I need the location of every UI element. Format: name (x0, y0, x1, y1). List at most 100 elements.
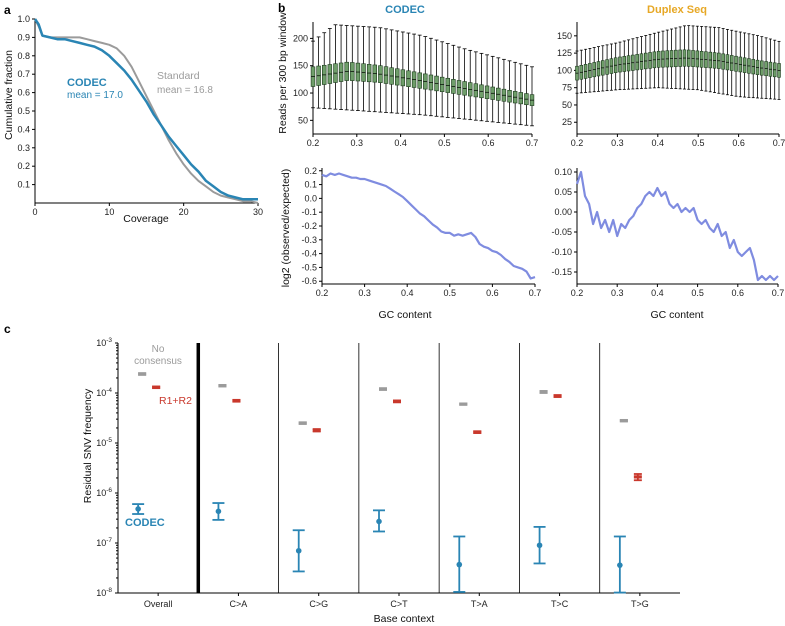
b-codec-ratio-y-tick-label: -0.3 (301, 235, 317, 245)
c-annot-codec: CODEC (125, 517, 165, 529)
b-codec-y-tick-label: 150 (293, 61, 308, 71)
b-duplex-y-tick-label: 150 (557, 31, 572, 41)
panel-b-codec-boxplot: 0.2 0.3 0.4 0.5 0.6 0.7 50 100 150 200 (293, 22, 538, 148)
c-y-tick-label: 10-5 (96, 437, 112, 448)
b-codec-x-tick-label: 0.7 (526, 138, 539, 148)
a-y-tick-label: 0.8 (17, 51, 30, 61)
b-codec-y-tick-label: 200 (293, 33, 308, 43)
b-codec-ratio-x-tick-label: 0.7 (529, 288, 542, 298)
b-codec-ratio-y-tick-label: 0.0 (304, 193, 317, 203)
c-x-tick-label: T>G (631, 599, 649, 609)
b-duplex-x-tick-label: 0.5 (692, 138, 705, 148)
b-codec-ratio-y-tick-label: -0.5 (301, 262, 317, 272)
c-ylabel: Residual SNV frequency (82, 388, 94, 503)
a-y-tick-label: 0.1 (17, 180, 30, 190)
b-duplex-ratio-x-tick-label: 0.6 (732, 288, 745, 298)
b-duplex-ratio-y-tick-label: 0.00 (554, 207, 572, 217)
c-y-tick-label: 10-3 (96, 337, 112, 348)
b-ylabel-reads: Reads per 300 bp window (277, 12, 289, 134)
a-y-tick-label: 1.0 (17, 14, 30, 24)
b-ylabel-log2: log2 (observed/expected) (280, 169, 292, 288)
b-codec-x-tick-label: 0.4 (394, 138, 407, 148)
c-nocons-point (298, 421, 307, 425)
c-codec-point (295, 547, 302, 554)
panel-label-b: b (278, 1, 285, 15)
b-duplex-ratio-x-tick-label: 0.4 (651, 288, 664, 298)
panel-label-a: a (4, 3, 11, 17)
c-codec-point (617, 562, 623, 568)
c-nocons-point (539, 390, 548, 394)
c-nocons-point (218, 384, 227, 388)
b-codec-ratio-x-tick-label: 0.2 (316, 288, 329, 298)
c-x-tick-label: C>T (390, 599, 408, 609)
b-duplex-y-tick-label: 125 (557, 48, 572, 58)
c-annot-r1r2: R1+R2 (159, 395, 192, 407)
a-y-tick-label: 0.3 (17, 143, 30, 153)
a-annot-standard: Standard (157, 70, 200, 82)
b-duplex-y-tick-label: 75 (562, 83, 572, 93)
a-series-standard (34, 18, 259, 204)
c-codec-point (456, 561, 463, 568)
c-x-tick-label: C>G (309, 599, 328, 609)
a-x-tick-label: 20 (179, 207, 189, 217)
b-duplex-y-tick-label: 100 (557, 65, 572, 75)
b-duplex-y-tick-label: 50 (562, 100, 572, 110)
a-annot-codec: CODEC (67, 77, 107, 89)
c-r1r2-point (232, 399, 241, 403)
c-codec-point (376, 518, 382, 525)
b-codec-ratio-x-tick-label: 0.6 (486, 288, 499, 298)
a-xlabel: Coverage (123, 213, 169, 225)
b-duplex-x-tick-label: 0.6 (732, 138, 745, 148)
b-duplex-ratio-x-tick-label: 0.3 (611, 288, 624, 298)
b-xlabel-codec: GC content (378, 309, 431, 321)
b-duplex-x-tick-label: 0.7 (773, 138, 785, 148)
b-codec-x-tick-label: 0.2 (307, 138, 320, 148)
b-codec-ratio-y-tick-label: -0.6 (301, 276, 317, 286)
a-y-tick-label: 0.6 (17, 88, 30, 98)
a-x-tick-label: 10 (104, 207, 114, 217)
panel-b-duplex-ratio: 0.2 0.3 0.4 0.5 0.6 0.7 0.10 0.05 0.00 -0.05 -0.10… (551, 167, 784, 298)
b-xlabel-duplex: GC content (650, 309, 703, 321)
a-y-tick-label: 0.4 (17, 124, 30, 134)
b-codec-x-tick-label: 0.6 (482, 138, 495, 148)
b-codec-ratio-x-tick-label: 0.3 (358, 288, 371, 298)
b-codec-ratio-line (321, 172, 536, 280)
c-r1r2-point (152, 385, 161, 389)
b-duplex-ratio-y-tick-label: -0.05 (551, 227, 572, 237)
b-codec-ratio-x-tick-label: 0.5 (444, 288, 457, 298)
c-x-tick-label: C>A (230, 599, 248, 609)
a-annot-codec-mean: mean = 17.0 (67, 90, 123, 101)
b-duplex-x-tick-label: 0.3 (611, 138, 624, 148)
c-y-tick-label: 10-4 (96, 387, 112, 398)
b-codec-ratio-x-tick-label: 0.4 (401, 288, 414, 298)
c-y-tick-label: 10-6 (96, 487, 112, 498)
b-duplex-ratio-y-tick-label: 0.05 (554, 187, 572, 197)
a-annot-standard-mean: mean = 16.8 (157, 85, 213, 96)
panel-label-c: c (4, 322, 11, 336)
c-y-tick-label: 10-8 (96, 587, 112, 598)
c-annot-nocons-2: consensus (134, 356, 182, 367)
a-ylabel: Cumulative fraction (3, 50, 15, 140)
b-codec-y-tick-label: 100 (293, 88, 308, 98)
c-codec-point (215, 508, 222, 515)
b-duplex-ratio-x-tick-label: 0.7 (772, 288, 785, 298)
a-y-tick-label: 0.9 (17, 32, 30, 42)
c-xlabel: Base context (374, 613, 435, 625)
c-r1r2-point (633, 475, 642, 479)
b-codec-ratio-y-tick-label: -0.4 (301, 249, 317, 259)
c-y-tick-label: 10-7 (96, 537, 112, 548)
a-y-tick-label: 0.2 (17, 161, 30, 171)
b-codec-x-tick-label: 0.5 (438, 138, 451, 148)
c-nocons-point (619, 419, 628, 423)
panel-b-codec-ratio: 0.2 0.3 0.4 0.5 0.6 0.7 0.2 0.1 0.0 -0.1 -0.2 -0.3 -… (301, 166, 541, 298)
b-title-codec: CODEC (385, 4, 425, 16)
a-x-tick-label: 30 (253, 207, 263, 217)
c-r1r2-point (473, 430, 482, 434)
c-nocons-point (459, 402, 468, 406)
b-codec-ratio-y-tick-label: -0.2 (301, 221, 317, 231)
a-x-tick-label: 0 (32, 207, 37, 217)
a-y-tick-label: 0.7 (17, 69, 30, 79)
b-duplex-ratio-x-tick-label: 0.2 (571, 288, 584, 298)
b-duplex-ratio-line (575, 170, 779, 282)
b-codec-y-tick-label: 50 (298, 115, 308, 125)
